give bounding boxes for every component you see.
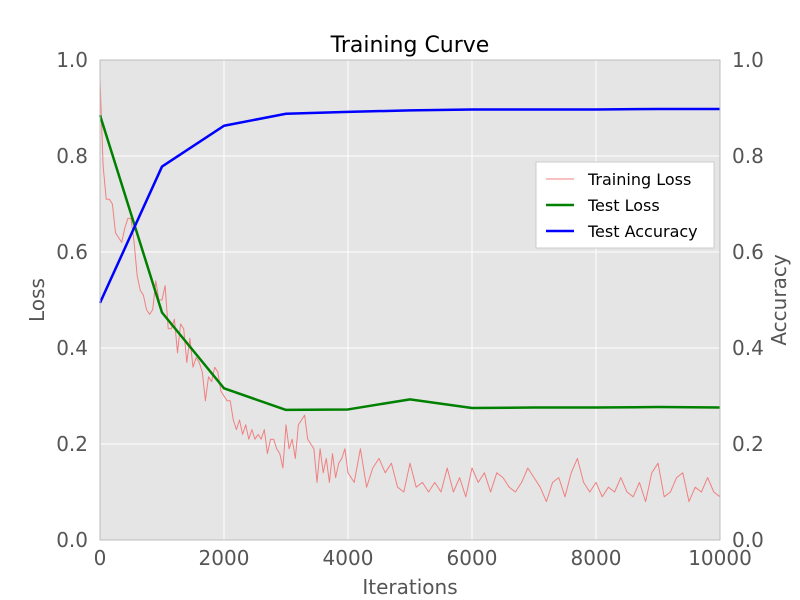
y2-tick-label: 0.8 [732, 144, 764, 168]
test-loss-line [98, 114, 721, 412]
y-axis-label: Loss [25, 278, 49, 322]
x-tick-label: 4000 [323, 546, 374, 570]
x-tick-label: 10000 [688, 546, 752, 570]
y2-axis-label: Accuracy [767, 254, 791, 345]
tick-labels: 0 2000 4000 6000 8000 100000.00.20.40.60.81.0… [56, 48, 764, 570]
y2-tick-label: 0.2 [732, 432, 764, 456]
legend: Training Loss Test Loss Test Accuracy [535, 161, 715, 249]
test-accuracy-line [98, 107, 720, 304]
y2-tick-label: 1.0 [732, 48, 764, 72]
y2-tick-label: 0.0 [732, 528, 764, 552]
x-tick-label: 6000 [447, 546, 498, 570]
x-axis-label: Iterations [362, 575, 457, 599]
plot-frame [99, 59, 721, 541]
legend-label-test-loss: Test Loss [587, 196, 660, 215]
y2-tick-label: 0.4 [732, 336, 764, 360]
series-layer [98, 79, 721, 503]
x-tick-label: 0 [94, 546, 107, 570]
x-tick-label: 2000 [199, 546, 250, 570]
y-tick-label: 0.2 [56, 432, 88, 456]
plot-background [100, 60, 720, 540]
y-tick-label: 1.0 [56, 48, 88, 72]
y-tick-label: 0.4 [56, 336, 88, 360]
legend-label-training-loss: Training Loss [587, 170, 691, 189]
y-tick-label: 0.6 [56, 240, 88, 264]
y2-tick-label: 0.6 [732, 240, 764, 264]
x-tick-label: 8000 [571, 546, 622, 570]
y-tick-label: 0.0 [56, 528, 88, 552]
chart-title: Training Curve [330, 33, 490, 58]
legend-label-test-accuracy: Test Accuracy [587, 222, 698, 241]
y-tick-label: 0.8 [56, 144, 88, 168]
